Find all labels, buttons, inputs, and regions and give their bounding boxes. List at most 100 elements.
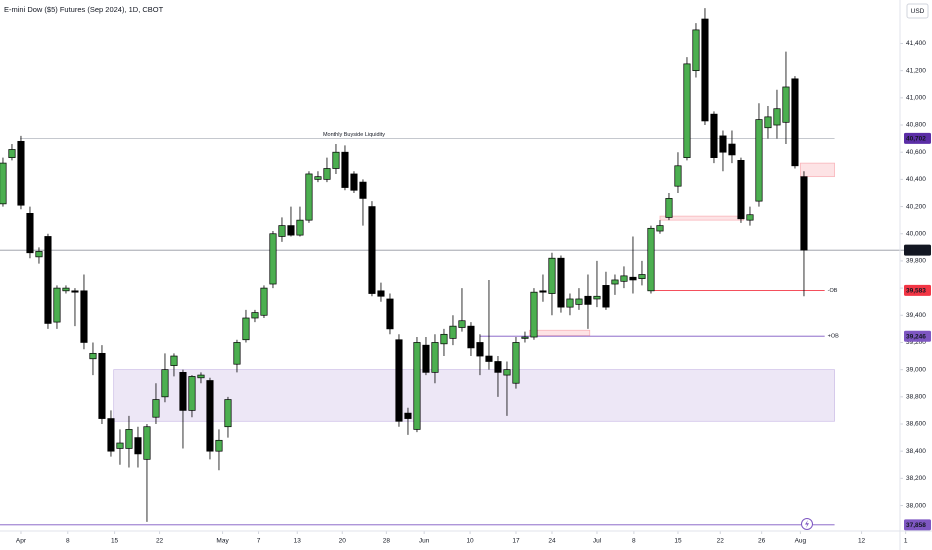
candle-body (188, 376, 196, 411)
candle-body (440, 333, 448, 345)
zone (113, 369, 835, 422)
candle-body (44, 236, 52, 324)
candle-body (0, 162, 7, 205)
x-tick-label: 22 (717, 538, 725, 545)
zone (529, 329, 591, 337)
y-tick-label: 38,600 (906, 421, 926, 428)
candle-body (161, 369, 169, 398)
x-tick-label: 24 (548, 538, 556, 545)
y-tick-label: 38,000 (906, 502, 926, 509)
x-tick-label: Apr (16, 538, 27, 545)
alert-icon[interactable] (801, 518, 813, 530)
candle-body (548, 257, 556, 294)
level-label: +OB (828, 334, 839, 340)
y-tick-label: 40,200 (906, 203, 926, 210)
y-tick-label: 39,400 (906, 312, 926, 319)
candle-body (386, 298, 394, 330)
y-tick-label: 38,400 (906, 448, 926, 455)
candle-body (557, 257, 565, 308)
price-badge (904, 284, 931, 296)
candle-body (566, 298, 574, 308)
x-tick-label: 28 (383, 538, 391, 545)
candle-body (422, 344, 430, 373)
plot-area (0, 8, 909, 534)
candle-body (332, 151, 340, 169)
candle-body (620, 275, 628, 282)
x-tick-label: May (216, 538, 229, 545)
candle-body (692, 29, 700, 72)
candle-body (728, 143, 736, 156)
candle-body (611, 279, 619, 285)
candle-body (656, 225, 664, 232)
y-tick-label: 41,000 (906, 95, 926, 102)
candle-body (719, 135, 727, 153)
x-tick-label: 13 (294, 538, 302, 545)
candle-body (89, 352, 97, 360)
candle-body (404, 412, 412, 419)
candle-body (593, 295, 601, 300)
price-badge-label: 40,702 (906, 136, 926, 143)
candle-body (458, 320, 466, 328)
candle-body (665, 198, 673, 218)
currency-box[interactable] (906, 3, 929, 19)
candle-body (305, 173, 313, 221)
candle-body (80, 290, 88, 343)
candle-body (341, 151, 349, 188)
x-tick-label: 8 (66, 538, 70, 545)
candle-body (791, 78, 799, 167)
candle-body (764, 116, 772, 129)
candle-body (143, 426, 151, 460)
y-tick-label: 38,800 (906, 394, 926, 401)
x-tick-label: 22 (156, 538, 164, 545)
candle-body (296, 219, 304, 236)
price-badge (904, 330, 931, 342)
candle-body (674, 165, 682, 187)
price-badge (904, 519, 931, 531)
candle-body (755, 119, 763, 202)
candle-body (215, 439, 223, 452)
candle-body (503, 369, 511, 376)
y-tick-label: 39,000 (906, 366, 926, 373)
candle-body (530, 291, 538, 338)
x-tick-label: Jul (593, 538, 602, 545)
price-badge-label: 39,583 (906, 288, 926, 295)
candle-body (323, 168, 331, 180)
price-badge (904, 132, 931, 144)
candle-body (197, 374, 205, 379)
candle-body (350, 173, 358, 191)
candle-body (359, 181, 367, 199)
zone (800, 162, 835, 178)
candle-body (233, 342, 241, 365)
chart-title: E-mini Dow ($5) Futures (Sep 2024), 1D, … (4, 5, 164, 14)
candle-body (26, 213, 34, 254)
candle-body (8, 149, 16, 158)
x-tick-label: 8 (632, 538, 636, 545)
y-tick-label: 40,400 (906, 176, 926, 183)
candle-body (629, 276, 637, 281)
x-tick-label: 10 (466, 538, 474, 545)
y-tick-label: 40,000 (906, 230, 926, 237)
x-tick-label: 15 (674, 538, 682, 545)
x-tick-label: 15 (111, 538, 119, 545)
candle-body (512, 342, 520, 384)
price-badge (904, 244, 931, 256)
candle-body (701, 18, 709, 122)
candle-body (377, 290, 385, 297)
candle-body (170, 355, 178, 366)
candle-body (98, 352, 106, 419)
y-tick-label: 41,200 (906, 67, 926, 74)
candle-body (737, 160, 745, 220)
candle-body (485, 355, 493, 362)
candle-body (260, 287, 268, 316)
candle-body (539, 290, 547, 293)
candle-body (638, 274, 646, 279)
x-tick-label: 17 (512, 538, 520, 545)
zone (659, 215, 745, 221)
currency: USD (911, 8, 925, 15)
candle-body (494, 361, 502, 373)
candle-body (476, 342, 484, 357)
candle-body (269, 233, 277, 285)
level-label: -OB (828, 288, 838, 294)
x-tick-label: Jun (419, 538, 430, 545)
